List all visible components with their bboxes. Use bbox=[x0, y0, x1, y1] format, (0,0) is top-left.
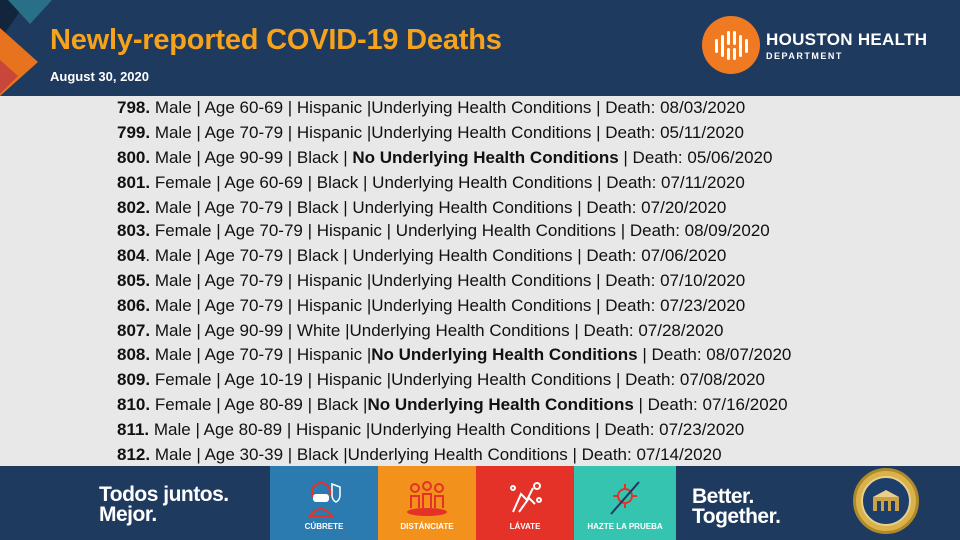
case-details: Male | Age 70-79 | Hispanic |Underlying … bbox=[150, 123, 744, 142]
case-number: 803. bbox=[117, 221, 151, 240]
tile-label: HAZTE LA PRUEBA bbox=[587, 522, 663, 531]
no-conditions-label: No Underlying Health Conditions bbox=[352, 148, 619, 167]
list-item: 804. Male | Age 70-79 | Black | Underlyi… bbox=[117, 246, 726, 266]
slogan-spanish: Todos juntos. Mejor. bbox=[99, 483, 229, 526]
slogan-english-line-1: Better. bbox=[692, 485, 754, 508]
slogan-spanish-line-2: Mejor. bbox=[99, 503, 157, 526]
list-item: 809. Female | Age 10-19 | Hispanic |Unde… bbox=[117, 370, 765, 390]
case-details: Female | Age 10-19 | Hispanic |Underlyin… bbox=[150, 370, 766, 389]
case-details-end: | Death: 07/16/2020 bbox=[633, 395, 788, 414]
case-number: 808. bbox=[117, 345, 151, 364]
case-number: 799. bbox=[117, 123, 151, 142]
case-number: 805. bbox=[117, 271, 151, 290]
decorative-triangle bbox=[8, 0, 52, 24]
tile-lavate: LÁVATE bbox=[476, 466, 574, 540]
list-item: 805. Male | Age 70-79 | Hispanic |Underl… bbox=[117, 271, 745, 291]
case-details: Male | Age 70-79 | Hispanic |Underlying … bbox=[150, 296, 746, 315]
city-seal-icon bbox=[853, 468, 919, 534]
slogan-spanish-line-1: Todos juntos. bbox=[99, 483, 229, 506]
slogan-english-line-2: Together. bbox=[692, 505, 781, 528]
case-number: 809. bbox=[117, 370, 151, 389]
case-details: Female | Age 80-89 | Black | bbox=[150, 395, 368, 414]
tile-label: CÚBRETE bbox=[304, 522, 344, 531]
case-details: Male | Age 80-89 | Hispanic |Underlying … bbox=[149, 420, 745, 439]
slogan-english: Better. Together. bbox=[692, 485, 781, 528]
distance-icon bbox=[407, 481, 447, 516]
case-number: 804 bbox=[117, 246, 146, 265]
tile-label: LÁVATE bbox=[509, 522, 541, 531]
case-number: 800. bbox=[117, 148, 151, 167]
page-title: Newly-reported COVID-19 Deaths bbox=[50, 24, 502, 56]
list-item: 799. Male | Age 70-79 | Hispanic |Underl… bbox=[117, 123, 744, 143]
case-number: 807. bbox=[117, 321, 151, 340]
list-item: 808. Male | Age 70-79 | Hispanic |No Und… bbox=[117, 345, 791, 365]
tile-distanciate: DISTÁNCIATE bbox=[378, 466, 476, 540]
list-item: 801. Female | Age 60-69 | Black | Underl… bbox=[117, 173, 745, 193]
list-item: 806. Male | Age 70-79 | Hispanic |Underl… bbox=[117, 296, 745, 316]
case-details: . Male | Age 70-79 | Black | Underlying … bbox=[145, 246, 727, 265]
logo-line-2: DEPARTMENT bbox=[766, 50, 843, 61]
header-banner: Newly-reported COVID-19 Deaths August 30… bbox=[0, 0, 960, 96]
case-details: Male | Age 70-79 | Black | Underlying He… bbox=[150, 198, 727, 217]
case-details: Male | Age 90-99 | Black | bbox=[150, 148, 353, 167]
list-item: 802. Male | Age 70-79 | Black | Underlyi… bbox=[117, 198, 726, 218]
no-conditions-label: No Underlying Health Conditions bbox=[367, 395, 634, 414]
logo-mark-icon bbox=[702, 16, 760, 74]
case-number: 810. bbox=[117, 395, 151, 414]
handwash-icon bbox=[510, 482, 542, 513]
logo-line-1: HOUSTON HEALTH bbox=[766, 29, 928, 49]
list-item: 800. Male | Age 90-99 | Black | No Under… bbox=[117, 148, 772, 168]
list-item: 810. Female | Age 80-89 | Black |No Unde… bbox=[117, 395, 788, 415]
decorative-triangle bbox=[0, 60, 18, 94]
logo-text: HOUSTON HEALTH DEPARTMENT bbox=[766, 30, 927, 61]
case-number: 811. bbox=[117, 420, 150, 439]
report-date: August 30, 2020 bbox=[50, 69, 149, 84]
case-number: 798. bbox=[117, 98, 151, 117]
houston-health-logo: HOUSTON HEALTH DEPARTMENT bbox=[702, 16, 927, 74]
list-item: 803. Female | Age 70-79 | Hispanic | Und… bbox=[117, 221, 770, 241]
case-number: 806. bbox=[117, 296, 151, 315]
footer-banner: Todos juntos. Mejor. CÚBRETE DISTÁNCIATE bbox=[0, 466, 960, 540]
list-item: 811. Male | Age 80-89 | Hispanic |Underl… bbox=[117, 420, 744, 440]
case-details: Male | Age 70-79 | Hispanic |Underlying … bbox=[150, 271, 746, 290]
deaths-list: 798. Male | Age 60-69 | Hispanic |Underl… bbox=[0, 96, 960, 466]
case-number: 812. bbox=[117, 445, 151, 464]
case-details: Male | Age 60-69 | Hispanic |Underlying … bbox=[150, 98, 746, 117]
list-item: 812. Male | Age 30-39 | Black |Underlyin… bbox=[117, 445, 722, 465]
case-details: Female | Age 60-69 | Black | Underlying … bbox=[150, 173, 745, 192]
case-details: Female | Age 70-79 | Hispanic | Underlyi… bbox=[150, 221, 770, 240]
test-icon bbox=[610, 481, 640, 515]
case-details: Male | Age 90-99 | White |Underlying Hea… bbox=[150, 321, 724, 340]
no-conditions-label: No Underlying Health Conditions bbox=[371, 345, 638, 364]
list-item: 807. Male | Age 90-99 | White |Underlyin… bbox=[117, 321, 723, 341]
tile-cubrete: CÚBRETE bbox=[270, 466, 378, 540]
case-number: 801. bbox=[117, 173, 151, 192]
tile-hazte-la-prueba: HAZTE LA PRUEBA bbox=[574, 466, 676, 540]
case-details-end: | Death: 05/06/2020 bbox=[618, 148, 773, 167]
case-details: Male | Age 70-79 | Hispanic | bbox=[150, 345, 372, 364]
tile-label: DISTÁNCIATE bbox=[400, 522, 454, 531]
case-details: Male | Age 30-39 | Black |Underlying Hea… bbox=[150, 445, 722, 464]
case-number: 802. bbox=[117, 198, 151, 217]
list-item: 798. Male | Age 60-69 | Hispanic |Underl… bbox=[117, 98, 745, 118]
mask-icon bbox=[307, 482, 341, 517]
case-details-end: | Death: 08/07/2020 bbox=[637, 345, 792, 364]
